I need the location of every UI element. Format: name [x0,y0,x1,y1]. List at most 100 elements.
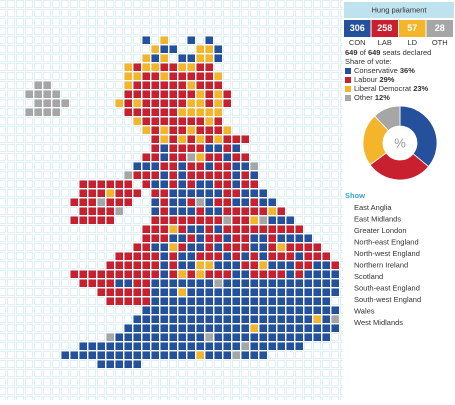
seat-cell [142,81,150,89]
seat-cell [178,126,186,134]
seat-cell [214,144,222,152]
seat-count: 306 [350,23,365,33]
seat-cell [223,288,231,296]
donut-center: % [394,135,406,150]
region-link[interactable]: Northern Ireland [354,260,408,269]
seat-cell [178,63,186,71]
region-link[interactable]: East Midlands [354,214,401,223]
seat-cell [151,135,159,143]
seat-cell [241,261,249,269]
seat-cell [106,270,114,278]
region-link[interactable]: South-west England [354,295,421,304]
seat-cell [196,315,204,323]
seat-cell [106,279,114,287]
seat-cell [232,171,240,179]
seat-cell [250,162,258,170]
seat-cell [151,180,159,188]
region-link[interactable]: West Midlands [354,318,403,327]
seat-cell [79,270,87,278]
seat-cell [178,315,186,323]
seat-cell [97,189,105,197]
seat-cell [124,63,132,71]
seat-cell [196,306,204,314]
seat-cell [277,297,285,305]
seat-cell [196,162,204,170]
seat-cell [223,270,231,278]
region-link[interactable]: Scotland [354,272,383,281]
seat-cell [178,351,186,359]
seat-cell [88,198,96,206]
seat-cell [223,297,231,305]
seat-cell [268,306,276,314]
seat-cell [214,180,222,188]
seat-cell [196,216,204,224]
seat-cell [241,333,249,341]
region-link[interactable]: East Anglia [354,203,392,212]
seat-cell [214,207,222,215]
seat-cell [142,90,150,98]
seat-cell [43,108,51,116]
seat-cell [151,288,159,296]
donut-slice [374,105,401,132]
seat-cell [106,360,114,368]
seat-cell [214,171,222,179]
region-link[interactable]: Greater London [354,226,407,235]
seat-cell [70,351,78,359]
seat-cell [196,324,204,332]
seat-cell [241,279,249,287]
seat-cell [169,108,177,116]
seat-cell [295,225,303,233]
seat-cell [169,171,177,179]
seat-cell [106,351,114,359]
seat-cell [286,297,294,305]
seat-cell [214,261,222,269]
seat-cell [223,279,231,287]
seat-cell [259,252,267,260]
seat-cell [232,252,240,260]
seat-cell [232,333,240,341]
region-link[interactable]: South-east England [354,283,420,292]
region-link[interactable]: Wales [354,306,375,315]
seat-cell [295,306,303,314]
seat-cell [250,288,258,296]
seat-cell [196,90,204,98]
seat-cell [160,243,168,251]
seat-cell [241,351,249,359]
seat-cell [187,216,195,224]
seat-cell [214,54,222,62]
seat-cell [142,162,150,170]
seat-cell [187,351,195,359]
seat-cell [187,171,195,179]
seat-cell [106,333,114,341]
seat-cell [223,99,231,107]
seat-cell [124,333,132,341]
seat-cell [205,279,213,287]
seat-cell [178,261,186,269]
seat-cell [97,342,105,350]
region-link[interactable]: North-west England [354,249,420,258]
seat-cell [187,297,195,305]
seat-cell [322,288,330,296]
seat-cell [160,342,168,350]
seat-cell [214,90,222,98]
seat-cell [178,288,186,296]
seat-cell [196,261,204,269]
seat-cell [178,180,186,188]
seat-cell [205,126,213,134]
region-link[interactable]: North-east England [354,237,419,246]
seat-cell [295,270,303,278]
seat-cell [250,180,258,188]
seat-cell [259,234,267,242]
seat-cell [124,180,132,188]
seat-cell [142,117,150,125]
seat-cell [286,252,294,260]
seat-cell [295,324,303,332]
seat-box [426,20,453,37]
seat-cell [115,261,123,269]
seat-cell [295,279,303,287]
seat-cell [133,99,141,107]
seat-cell [241,342,249,350]
seat-cell [151,252,159,260]
seat-cell [232,162,240,170]
seat-cell [151,108,159,116]
